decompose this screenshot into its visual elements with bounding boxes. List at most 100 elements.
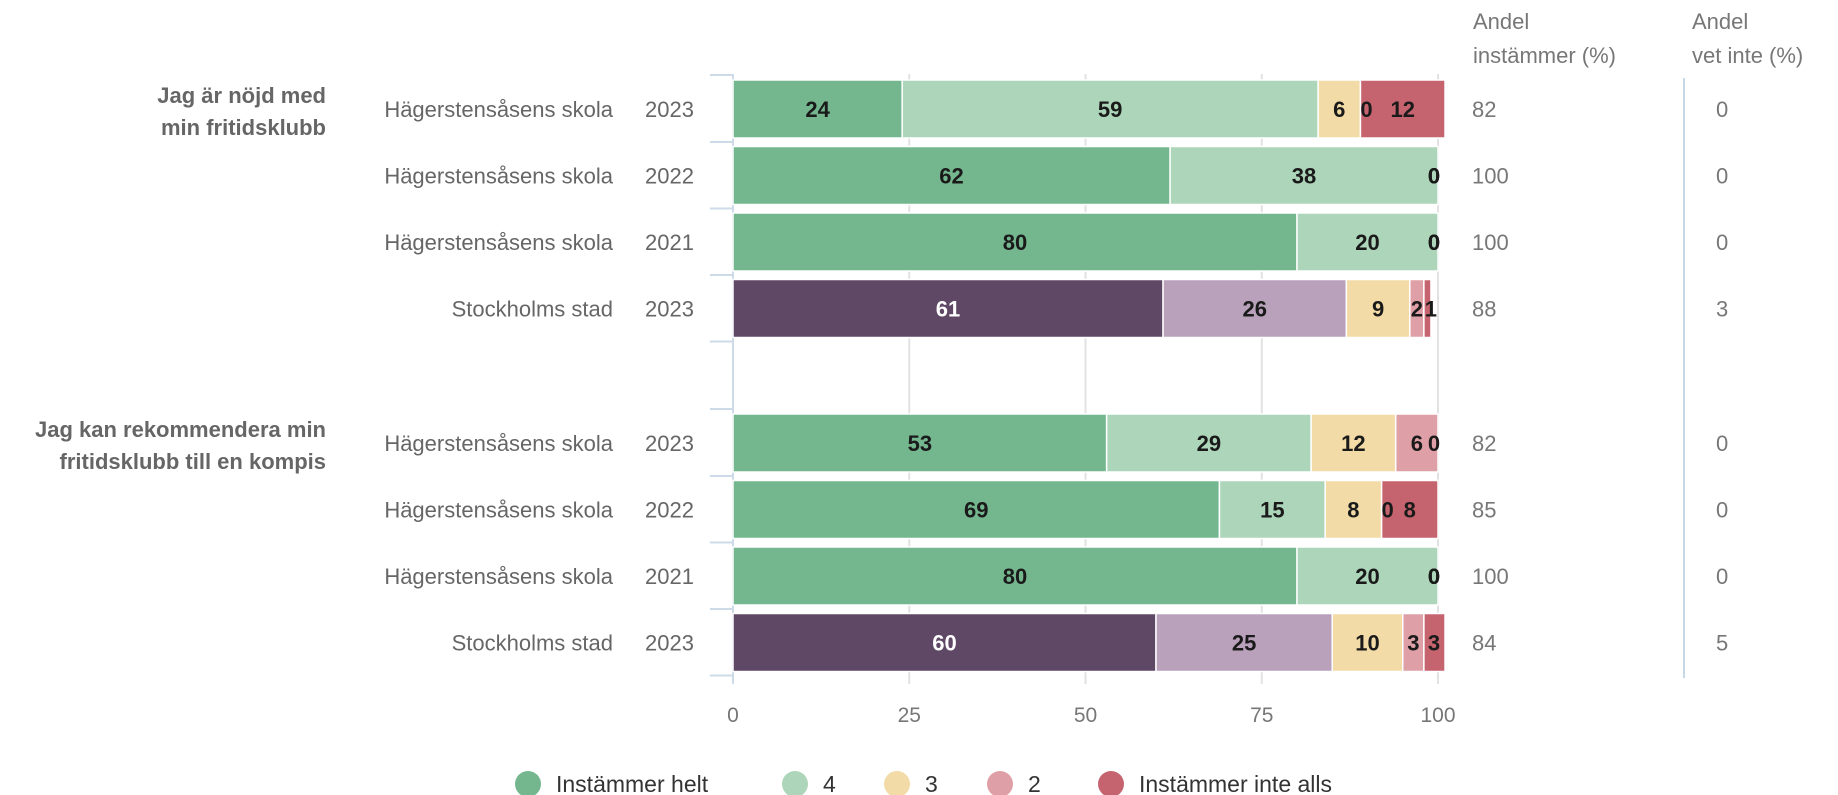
andel-instammer-value: 84 (1472, 631, 1496, 656)
bar-segment (732, 413, 1108, 473)
bar-value-label: 29 (1197, 431, 1221, 456)
bar-value-label: 80 (1003, 564, 1027, 589)
row-year-label: 2021 (645, 564, 694, 589)
row-year-label: 2023 (645, 97, 694, 122)
bar-segment (1169, 145, 1439, 206)
bar-value-label: 0 (1428, 230, 1440, 255)
bar-row: Stockholms stad 2023 61 26 9 2 1 88 3 (452, 278, 1728, 343)
bar-value-label: 60 (932, 631, 956, 656)
legend-label: 4 (823, 771, 836, 795)
andel-vet-inte-value: 0 (1716, 498, 1728, 523)
question-label: Jag kan rekommendera min (35, 417, 326, 442)
bar-value-label: 0 (1428, 230, 1440, 255)
x-tick-label: 50 (1074, 704, 1097, 727)
bar-value-label: 8 (1347, 498, 1359, 523)
andel-instammer-value: 100 (1472, 164, 1509, 189)
andel-vet-inte-value: 0 (1716, 97, 1728, 122)
bar-value-label: 80 (1003, 230, 1027, 255)
bar-segment (732, 546, 1298, 606)
bar-value-label: 25 (1232, 631, 1256, 656)
legend-label: 2 (1028, 771, 1041, 795)
andel-vet-inte-value: 5 (1716, 631, 1728, 656)
bar-segment (1423, 612, 1446, 673)
bar-row: Stockholms stad 2023 60 25 10 3 3 84 5 (452, 612, 1728, 677)
row-entity-label: Hägerstensåsens skola (384, 564, 613, 589)
bar-value-label: 0 (1428, 230, 1440, 255)
bar-value-label: 59 (1098, 97, 1122, 122)
bar-value-label: 20 (1355, 230, 1379, 255)
bar-row: Hägerstensåsens skola 2021 80 20 000 100 0 (384, 546, 1728, 610)
row-year-label: 2023 (645, 631, 694, 656)
legend-swatch (782, 771, 808, 795)
bar-rows: Jag är nöjd med min fritidsklubb Hägersten… (35, 74, 1728, 677)
legend-item: Instämmer helt (515, 771, 709, 795)
bar-segment (732, 479, 1221, 540)
bar-value-label: 3 (1407, 631, 1419, 656)
row-entity-label: Hägerstensåsens skola (384, 97, 613, 122)
row-entity-label: Hägerstensåsens skola (384, 498, 613, 523)
andel-instammer-value: 82 (1472, 97, 1496, 122)
bar-value-label: 0 (1360, 97, 1372, 122)
andel-instammer-value: 85 (1472, 498, 1496, 523)
bar-segment (732, 212, 1298, 272)
andel-vet-inte-value: 0 (1716, 164, 1728, 189)
legend-label: Instämmer inte alls (1139, 771, 1332, 795)
legend-swatch (515, 771, 541, 795)
row-entity-label: Hägerstensåsens skola (384, 230, 613, 255)
legend-item: 3 (884, 771, 938, 795)
legend: Instämmer helt 4 3 2 Instämmer inte alls (515, 771, 1332, 795)
bar-value-label: 61 (936, 297, 960, 322)
bar-segment (732, 278, 1164, 339)
bar-segment (1296, 546, 1439, 606)
x-tick-label: 75 (1250, 704, 1273, 727)
bar-value-label: 1 (1425, 297, 1437, 322)
bar-value-label: 20 (1355, 564, 1379, 589)
question-label: Jag är nöjd med (157, 83, 326, 108)
legend-item: 4 (782, 771, 836, 795)
header-andel-instammer-line2: instämmer (%) (1473, 43, 1616, 68)
bar-value-label: 0 (1428, 564, 1440, 589)
bar-value-label: 10 (1355, 631, 1379, 656)
bar-row: Hägerstensåsens skola 2023 24 59 6 0 12 82 0 (384, 79, 1728, 143)
bar-segment (1359, 79, 1446, 139)
bar-segment (732, 612, 1157, 673)
andel-vet-inte-value: 0 (1716, 230, 1728, 255)
legend-swatch (987, 771, 1013, 795)
andel-instammer-value: 100 (1472, 230, 1509, 255)
bar-row: Hägerstensåsens skola 2023 53 29 12 6 0 82 0 (384, 413, 1728, 477)
row-year-label: 2022 (645, 498, 694, 523)
bar-segment (1394, 413, 1439, 473)
bar-row: Hägerstensåsens skola 2021 80 20 000 100 0 (384, 212, 1728, 276)
legend-label: 3 (925, 771, 938, 795)
question-label: min fritidsklubb (161, 115, 326, 140)
row-entity-label: Hägerstensåsens skola (384, 164, 613, 189)
row-entity-label: Stockholms stad (452, 297, 613, 322)
row-year-label: 2021 (645, 230, 694, 255)
row-entity-label: Hägerstensåsens skola (384, 431, 613, 456)
bar-segment (1423, 278, 1432, 339)
header-andel-instammer-line1: Andel (1473, 9, 1529, 34)
andel-vet-inte-value: 0 (1716, 431, 1728, 456)
bar-segment (1155, 612, 1333, 673)
bar-value-label: 2 (1411, 297, 1423, 322)
bar-value-label: 8 (1404, 498, 1416, 523)
bar-value-label: 26 (1242, 297, 1266, 322)
x-tick-label: 100 (1420, 704, 1455, 727)
bar-value-label: 0 (1428, 431, 1440, 456)
bar-row: Hägerstensåsens skola 2022 62 38 000 100 0 (384, 145, 1728, 210)
bar-value-label: 12 (1341, 431, 1365, 456)
bar-value-label: 3 (1428, 631, 1440, 656)
bar-value-label: 0 (1381, 498, 1393, 523)
bar-segment (1380, 479, 1439, 540)
legend-swatch (884, 771, 910, 795)
row-year-label: 2023 (645, 297, 694, 322)
bar-value-label: 0 (1428, 164, 1440, 189)
legend-item: Instämmer inte alls (1098, 771, 1332, 795)
legend-label: Instämmer helt (556, 771, 709, 795)
legend-swatch (1098, 771, 1124, 795)
andel-instammer-value: 88 (1472, 297, 1496, 322)
bar-segment (1345, 278, 1411, 339)
bar-value-label: 69 (964, 498, 988, 523)
bar-segment (1324, 479, 1383, 540)
column-headers: Andel instämmer (%) Andel vet inte (%) (1473, 9, 1803, 68)
